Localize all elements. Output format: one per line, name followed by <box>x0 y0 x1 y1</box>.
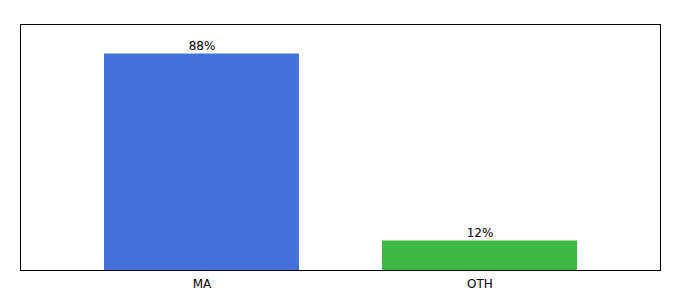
svg-text:OTH: OTH <box>467 277 493 291</box>
svg-text:MA: MA <box>193 277 212 291</box>
svg-text:12%: 12% <box>467 226 494 240</box>
svg-text:88%: 88% <box>189 39 216 53</box>
